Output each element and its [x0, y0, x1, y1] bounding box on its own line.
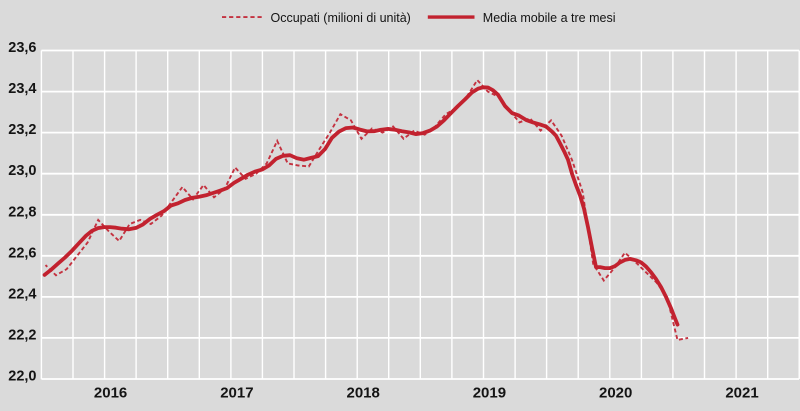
svg-text:22,4: 22,4 — [8, 286, 36, 302]
svg-text:2019: 2019 — [473, 385, 506, 402]
svg-text:22,0: 22,0 — [8, 369, 36, 385]
svg-text:Occupati (milioni di unità): Occupati (milioni di unità) — [271, 11, 411, 25]
svg-text:2016: 2016 — [94, 385, 127, 402]
svg-text:2017: 2017 — [220, 385, 253, 402]
svg-text:Media mobile a tre mesi: Media mobile a tre mesi — [483, 11, 616, 25]
svg-text:23,6: 23,6 — [8, 40, 36, 56]
svg-text:22,6: 22,6 — [8, 245, 36, 261]
svg-text:2018: 2018 — [347, 385, 380, 402]
svg-text:22,8: 22,8 — [8, 204, 36, 220]
svg-text:2020: 2020 — [599, 385, 632, 402]
svg-text:23,4: 23,4 — [8, 81, 36, 97]
svg-text:2021: 2021 — [725, 385, 758, 402]
svg-text:23,0: 23,0 — [8, 163, 36, 179]
svg-text:23,2: 23,2 — [8, 122, 36, 138]
svg-text:22,2: 22,2 — [8, 327, 36, 343]
